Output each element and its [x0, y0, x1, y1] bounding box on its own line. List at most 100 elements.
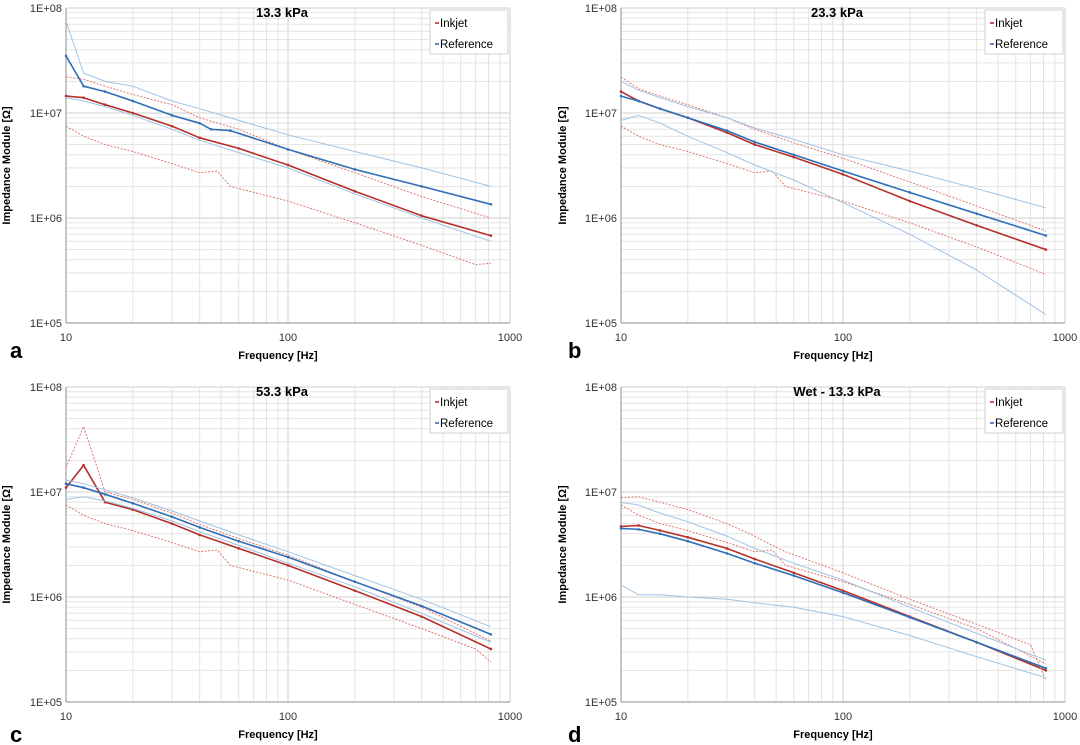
data-point-reference: [131, 502, 135, 505]
gridlines: [620, 386, 1066, 703]
data-point-reference: [64, 54, 68, 58]
y-tick-label: 1E+08: [585, 3, 617, 15]
x-tick-label: 1000: [498, 332, 522, 344]
x-axis-label: Frequency [Hz]: [238, 729, 318, 741]
series-line-inkjet-mean: [65, 464, 492, 650]
y-tick-label: 1E+08: [585, 382, 617, 394]
data-point-reference: [1044, 234, 1048, 237]
series-line-inkjet-mean: [620, 90, 1047, 251]
data-point-inkjet: [131, 111, 135, 115]
x-tick-label: 1000: [1053, 711, 1077, 723]
data-point-inkjet: [658, 529, 662, 532]
series-line-reference-mean: [65, 482, 492, 636]
data-point-reference: [353, 580, 357, 583]
data-point-reference: [975, 212, 978, 215]
legend: Inkjet Reference: [429, 9, 509, 55]
data-point-inkjet: [198, 136, 201, 140]
legend-box: [429, 388, 509, 434]
legend-entry: Inkjet: [995, 18, 1023, 30]
series-line-inkjet-lower: [620, 504, 1047, 665]
data-point-reference: [286, 555, 290, 559]
data-point-inkjet: [1044, 669, 1048, 672]
data-point-reference: [792, 574, 796, 577]
data-point-reference: [353, 168, 357, 171]
data-point-reference: [619, 94, 623, 98]
y-axis-label: Impedance Module [Ω]: [557, 485, 569, 604]
data-point-inkjet: [103, 103, 107, 106]
series-line-inkjet-mean: [65, 95, 492, 237]
data-point-reference: [170, 114, 174, 117]
data-point-inkjet: [64, 486, 68, 489]
legend-entry: Reference: [995, 39, 1048, 51]
data-point-inkjet: [619, 525, 623, 528]
series-group: [64, 20, 493, 266]
data-point-reference: [209, 127, 213, 131]
data-point-inkjet: [64, 94, 68, 98]
data-point-reference: [286, 148, 290, 151]
data-point-reference: [103, 90, 107, 93]
x-tick-label: 10: [615, 332, 627, 344]
legend-entry: Reference: [995, 418, 1048, 430]
y-tick-label: 1E+06: [585, 592, 617, 604]
series-line-inkjet-lower: [65, 504, 492, 663]
chart-title: 13.3 kPa: [256, 5, 309, 20]
data-point-inkjet: [753, 557, 756, 561]
data-point-reference: [489, 203, 493, 206]
data-point-inkjet: [975, 224, 978, 227]
y-axis-label: Impedance Module [Ω]: [1, 106, 13, 225]
data-point-reference: [489, 633, 493, 636]
data-point-reference: [637, 528, 640, 531]
data-point-inkjet: [286, 163, 290, 167]
panel-letter: a: [10, 338, 23, 363]
chart-title: Wet - 13.3 kPa: [793, 384, 881, 399]
legend-entry: Inkjet: [995, 397, 1023, 409]
data-point-reference: [841, 169, 845, 173]
y-axis-label: Impedance Module [Ω]: [557, 106, 569, 225]
y-tick-label: 1E+07: [585, 487, 617, 499]
data-point-reference: [420, 604, 423, 608]
data-point-inkjet: [82, 463, 85, 467]
y-tick-label: 1E+05: [30, 318, 62, 330]
data-point-inkjet: [725, 547, 729, 550]
series-line-inkjet-lower: [65, 125, 491, 266]
x-tick-label: 1000: [1053, 332, 1077, 344]
data-point-inkjet: [170, 522, 174, 525]
data-point-inkjet: [841, 589, 845, 592]
series-line-reference-mean: [620, 527, 1047, 669]
data-point-inkjet: [82, 96, 85, 99]
series-line-reference-lower: [65, 97, 492, 242]
y-tick-label: 1E+07: [585, 108, 617, 120]
x-tick-label: 100: [279, 332, 297, 344]
data-point-reference: [841, 591, 845, 594]
legend: Inkjet Reference: [984, 388, 1064, 434]
y-tick-label: 1E+06: [585, 213, 617, 225]
data-point-reference: [686, 116, 690, 120]
data-point-reference: [725, 129, 729, 132]
series-line-inkjet-upper: [620, 496, 1047, 681]
chart-panel-b: 10 100 1000 1E+05 1E+06 1E+07 1E+08 Frequency […: [557, 3, 1077, 363]
series-line-reference-lower: [620, 114, 1047, 316]
data-point-reference: [170, 515, 174, 519]
data-point-reference: [237, 539, 241, 543]
data-point-inkjet: [792, 571, 796, 575]
x-tick-label: 10: [60, 332, 72, 344]
gridlines: [65, 386, 511, 703]
y-tick-label: 1E+05: [585, 318, 617, 330]
data-point-inkjet: [237, 147, 241, 150]
data-point-reference: [82, 84, 85, 88]
series-line-reference-lower: [620, 584, 1047, 679]
x-tick-label: 100: [279, 711, 297, 723]
data-point-reference: [753, 140, 756, 144]
data-point-reference: [908, 191, 912, 194]
series-line-reference-mean: [620, 95, 1047, 237]
data-point-inkjet: [286, 564, 290, 567]
legend-entry: Reference: [440, 39, 493, 51]
panel-letter: d: [568, 722, 581, 745]
data-point-inkjet: [237, 547, 241, 550]
y-tick-label: 1E+07: [30, 487, 62, 499]
series-line-reference-upper: [65, 479, 492, 628]
data-point-inkjet: [489, 647, 493, 651]
data-point-inkjet: [725, 131, 729, 134]
data-point-inkjet: [637, 524, 640, 527]
